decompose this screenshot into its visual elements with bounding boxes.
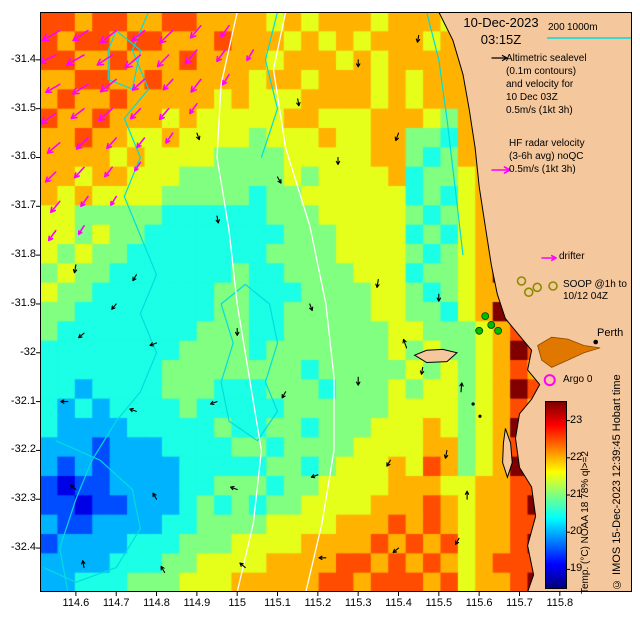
altimetric-line: and velocity for <box>506 79 574 90</box>
copyright-text: © IMOS 15-Dec-2023 12:39:45 Hobart time <box>611 374 623 590</box>
altimetric-line: (0.1m contours) <box>506 66 577 77</box>
argo-label: Argo 0 <box>563 374 593 385</box>
x-tick-label: 115.5 <box>425 597 453 609</box>
colorbar-tick-label: 19 <box>570 562 583 575</box>
y-tick-label: -32.3 <box>10 492 36 505</box>
x-tick-label: 115.1 <box>264 597 291 609</box>
hf-line: HF radar velocity <box>509 138 585 149</box>
city-label-perth: Perth <box>597 327 624 339</box>
x-tick-label: 115.4 <box>385 597 412 609</box>
time-line: 03:15Z <box>480 32 522 47</box>
x-tick-label: 114.9 <box>183 597 211 609</box>
hf-line: 0.5m/s (1kt 3h) <box>509 164 576 175</box>
soop-legend: SOOP @1h to 10/12 04Z <box>563 279 627 303</box>
x-tick-label: 115.8 <box>546 597 574 609</box>
colorbar-tick-label: 22 <box>570 450 583 463</box>
y-tick-label: -31.7 <box>10 199 36 212</box>
x-tick-label: 115.2 <box>304 597 332 609</box>
colorbar-label: Temp. (°C) NOAA 18 78% ql>=2 <box>580 451 591 594</box>
y-tick-label: -32 <box>20 345 36 358</box>
hf-radar-legend: HF radar velocity (3-6h avg) noQC 0.5m/s… <box>509 137 585 176</box>
altimetric-line: 0.5m/s (1kt 3h) <box>506 105 573 116</box>
y-tick-label: -31.5 <box>10 101 36 114</box>
colorbar-tick-label: 20 <box>570 525 583 538</box>
soop-line: SOOP @1h to <box>563 279 627 290</box>
colorbar-tick-label: 21 <box>570 488 583 500</box>
y-tick-label: -31.9 <box>10 296 36 309</box>
x-tick-label: 115 <box>228 597 246 609</box>
y-tick-label: -32.4 <box>10 541 36 554</box>
x-tick-label: 115.7 <box>506 597 533 609</box>
altimetric-line: 10 Dec 03Z <box>506 92 558 103</box>
date-line: 10-Dec-2023 <box>463 15 539 30</box>
y-tick-label: -31.6 <box>10 150 36 163</box>
y-tick-label: -31.8 <box>10 248 36 261</box>
bathy-200-label: 200 <box>548 22 565 33</box>
y-tick-label: -31.4 <box>10 52 36 65</box>
y-tick-label: -32.1 <box>10 394 36 407</box>
x-tick-label: 114.8 <box>143 597 170 609</box>
drifter-label: drifter <box>559 251 585 262</box>
x-tick-label: 114.7 <box>102 597 130 609</box>
soop-line: 10/12 04Z <box>563 291 609 302</box>
colorbar-tick-label: 23 <box>570 413 583 426</box>
y-tick-label: -32.2 <box>10 443 36 456</box>
bathy-1000m-label: 1000m <box>567 22 598 33</box>
x-tick-label: 115.6 <box>465 597 493 609</box>
x-tick-label: 115.3 <box>344 597 372 609</box>
hf-line: (3-6h avg) noQC <box>509 151 584 162</box>
timestamp: 10-Dec-2023 03:15Z <box>445 14 557 48</box>
temperature-colorbar <box>545 401 567 589</box>
altimetric-line: Altimetric sealevel <box>506 53 587 64</box>
x-tick-label: 114.6 <box>62 597 90 609</box>
altimetric-legend: Altimetric sealevel (0.1m contours) and … <box>506 52 587 117</box>
